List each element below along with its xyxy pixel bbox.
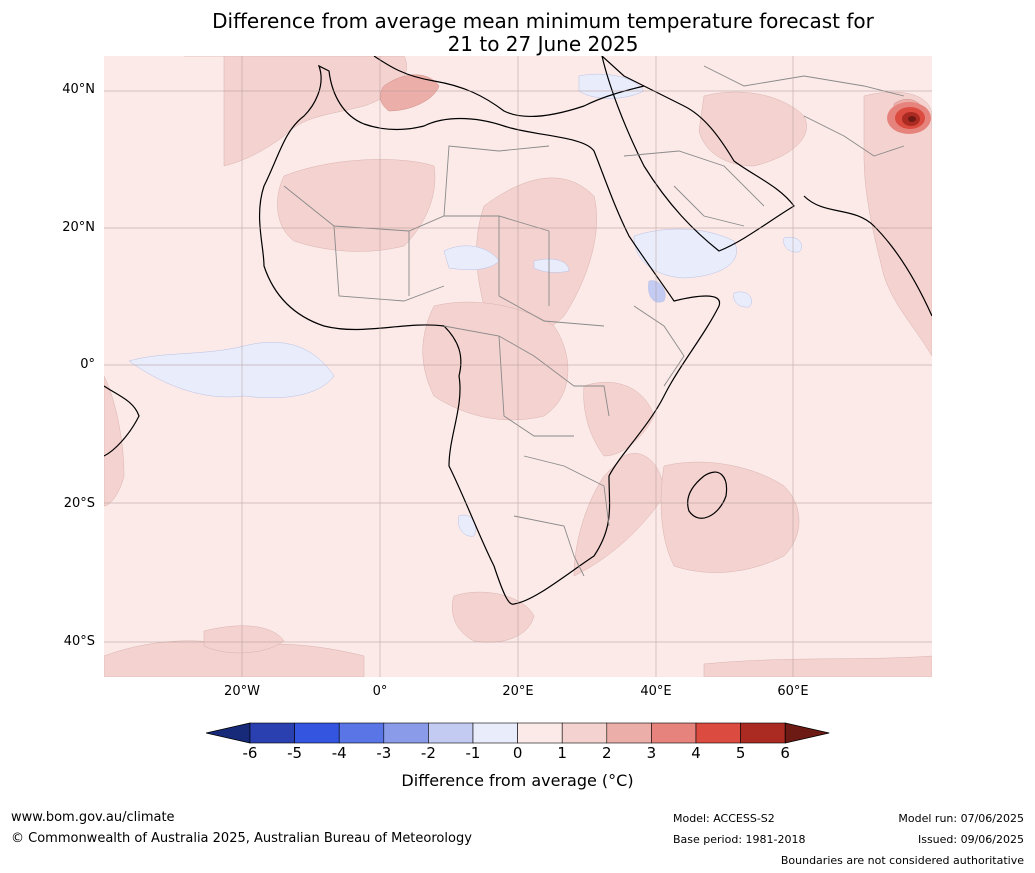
lon-label-0: 0° [372, 684, 388, 699]
colorbar-extend-low [206, 722, 251, 744]
colorbar-cell [695, 722, 741, 744]
country-borders [283, 65, 905, 577]
colorbar-cell [383, 722, 429, 744]
issued-date: Issued: 09/06/2025 [917, 833, 1024, 846]
anomaly-1-2-areas [104, 56, 932, 677]
website-link[interactable]: www.bom.gov.au/climate [11, 810, 175, 825]
boundaries-disclaimer: Boundaries are not considered authoritat… [780, 854, 1024, 867]
colorbar-tick-label: -2 [420, 744, 436, 762]
forecast-map [104, 56, 932, 677]
colorbar-tick-label: 2 [602, 744, 612, 762]
colorbar-cell [561, 722, 608, 744]
model-name: Model: ACCESS-S2 [673, 812, 775, 825]
colorbar-tick-label: 5 [735, 744, 746, 762]
colorbar-cell [294, 722, 340, 744]
anomaly-hotspot [887, 102, 931, 134]
colorbar-tick-label: 1 [557, 744, 567, 762]
colorbar-cell [651, 722, 697, 744]
lat-label-0: 0° [80, 357, 95, 372]
colorbar [206, 722, 830, 744]
colorbar-cell [606, 722, 652, 744]
colorbar-cell [249, 722, 295, 744]
colorbar-cell [740, 722, 786, 744]
colorbar-tick-label: -4 [331, 744, 347, 762]
anomaly-2-3-areas [380, 74, 925, 123]
lat-label-20n: 20°N [62, 220, 95, 235]
anomaly-negative-areas [128, 73, 802, 537]
map-title-line2: 21 to 27 June 2025 [447, 32, 639, 56]
colorbar-tick-label: -3 [376, 744, 392, 762]
coastlines [104, 56, 932, 605]
map-canvas [104, 56, 932, 677]
lon-label-20e: 20°E [502, 684, 534, 699]
lon-label-40e: 40°E [640, 684, 672, 699]
map-title-line1: Difference from average mean minimum tem… [212, 9, 874, 33]
map-title: Difference from average mean minimum tem… [0, 10, 1035, 56]
colorbar-extend-high [784, 722, 830, 744]
colorbar-tick-label: 3 [646, 744, 657, 762]
colorbar-cell [428, 722, 474, 744]
lat-label-20s: 20°S [63, 496, 95, 511]
base-period: Base period: 1981-2018 [673, 833, 806, 846]
colorbar-cell [472, 722, 518, 744]
lon-label-20w: 20°W [224, 684, 260, 699]
model-run-date: Model run: 07/06/2025 [898, 812, 1024, 825]
lat-label-40s: 40°S [63, 634, 95, 649]
colorbar-tick-label: 0 [512, 744, 523, 762]
colorbar-tick-label: -6 [242, 744, 258, 762]
copyright-text: © Commonwealth of Australia 2025, Austra… [11, 831, 472, 846]
colorbar-tick-label: -1 [465, 744, 481, 762]
colorbar-tick-label: 4 [691, 744, 701, 762]
graticule [104, 56, 932, 677]
colorbar-tick-label: -5 [287, 744, 303, 762]
colorbar-tick-label: 6 [780, 744, 790, 762]
colorbar-cells [206, 722, 830, 744]
colorbar-label: Difference from average (°C) [401, 771, 634, 790]
lon-label-60e: 60°E [777, 684, 809, 699]
colorbar-cell [338, 722, 385, 744]
colorbar-cell [517, 722, 563, 744]
lat-label-40n: 40°N [62, 82, 95, 97]
